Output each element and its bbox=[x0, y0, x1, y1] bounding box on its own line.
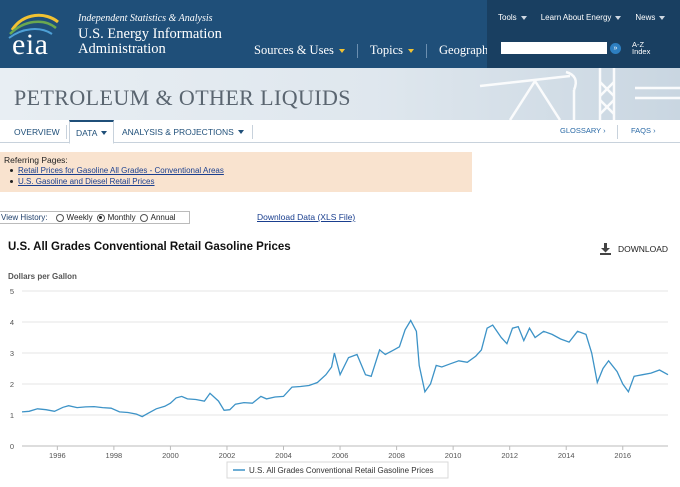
list-item: Retail Prices for Gasoline All Grades - … bbox=[10, 165, 468, 176]
x-tick-label: 1998 bbox=[106, 451, 123, 460]
x-tick-label: 2010 bbox=[445, 451, 462, 460]
x-tick-label: 2008 bbox=[388, 451, 405, 460]
tagline: Independent Statistics & Analysis bbox=[78, 13, 213, 24]
view-history-label: View History: bbox=[1, 213, 48, 222]
util-learn-about-energy[interactable]: Learn About Energy bbox=[541, 13, 622, 22]
index-label: Index bbox=[632, 47, 651, 56]
x-tick-label: 2006 bbox=[332, 451, 349, 460]
a-z-index-link[interactable]: A-Z Index bbox=[632, 40, 651, 56]
y-tick-label: 0 bbox=[10, 442, 14, 451]
referring-link-conventional-areas[interactable]: Retail Prices for Gasoline All Grades - … bbox=[18, 166, 224, 175]
referring-pages-box: Referring Pages: Retail Prices for Gasol… bbox=[0, 152, 472, 192]
nav-topics-label: Topics bbox=[369, 43, 404, 57]
x-tick-label: 2000 bbox=[162, 451, 179, 460]
x-tick-label: 2014 bbox=[558, 451, 575, 460]
nav-divider bbox=[426, 43, 428, 58]
radio-monthly[interactable] bbox=[96, 213, 105, 222]
chevron-down-icon bbox=[520, 15, 527, 20]
download-icon bbox=[600, 243, 611, 255]
y-tick-label: 3 bbox=[10, 349, 14, 358]
x-tick-label: 2002 bbox=[219, 451, 236, 460]
referring-pages-heading: Referring Pages: bbox=[4, 155, 68, 165]
radio-weekly-label[interactable]: Weekly bbox=[66, 213, 93, 222]
x-tick-label: 2012 bbox=[501, 451, 518, 460]
page-title: PETROLEUM & OTHER LIQUIDS bbox=[14, 85, 351, 110]
x-axis-ticks: 1996 1998 2000 2002 2004 2006 2008 2010 2012 2014… bbox=[49, 446, 631, 460]
y-tick-label: 2 bbox=[10, 380, 14, 389]
faqs-link[interactable]: FAQS › bbox=[631, 126, 656, 135]
y-axis-ticks: 0 1 2 3 4 5 bbox=[10, 287, 14, 451]
tab-data[interactable]: DATA bbox=[69, 120, 115, 144]
referring-pages-list: Retail Prices for Gasoline All Grades - … bbox=[10, 165, 468, 187]
util-tools-label: Tools bbox=[498, 13, 517, 22]
list-item: U.S. Gasoline and Diesel Retail Prices bbox=[10, 176, 468, 187]
y-tick-label: 4 bbox=[10, 318, 14, 327]
radio-weekly[interactable] bbox=[55, 213, 64, 222]
view-history-selector: View History: Weekly Monthly Annual bbox=[0, 211, 190, 224]
bullet-icon bbox=[10, 180, 13, 184]
util-news-label: News bbox=[635, 13, 656, 22]
agency-name-line1: U.S. Energy Information bbox=[78, 26, 222, 42]
chevron-down-icon bbox=[101, 130, 108, 135]
radio-annual[interactable] bbox=[139, 213, 148, 222]
nav-sources-uses[interactable]: Sources & Uses bbox=[248, 43, 351, 58]
tab-divider bbox=[617, 125, 618, 139]
eia-logo-swoosh-icon bbox=[8, 13, 59, 39]
agency-name-line2: Administration bbox=[78, 41, 166, 57]
tab-analysis-projections[interactable]: ANALYSIS & PROJECTIONS bbox=[122, 120, 244, 143]
nav-divider bbox=[356, 43, 358, 58]
oil-pumpjack-illustration bbox=[479, 68, 680, 120]
download-data-xls-link[interactable]: Download Data (XLS File) bbox=[257, 212, 356, 222]
radio-monthly-label[interactable]: Monthly bbox=[107, 213, 136, 222]
bullet-icon bbox=[10, 169, 13, 173]
referring-link-gasoline-diesel[interactable]: U.S. Gasoline and Diesel Retail Prices bbox=[18, 177, 155, 186]
a-z-label: A-Z bbox=[632, 40, 645, 49]
tab-divider bbox=[252, 125, 253, 139]
utility-nav: Tools Learn About Energy News bbox=[498, 13, 679, 22]
chart-legend[interactable]: U.S. All Grades Conventional Retail Gaso… bbox=[226, 461, 449, 479]
chart-gridlines bbox=[22, 290, 668, 447]
x-tick-label: 2004 bbox=[275, 451, 292, 460]
y-axis-label: Dollars per Gallon bbox=[8, 272, 77, 281]
chevron-down-icon bbox=[338, 48, 345, 53]
chevron-down-icon bbox=[237, 129, 244, 134]
util-news[interactable]: News bbox=[635, 13, 666, 22]
eia-logo-text[interactable]: eia bbox=[12, 28, 49, 61]
tab-analysis-label: ANALYSIS & PROJECTIONS bbox=[122, 126, 234, 137]
tab-overview[interactable]: OVERVIEW bbox=[14, 126, 60, 137]
main-nav: Sources & Uses Topics Geography bbox=[248, 43, 512, 58]
utility-panel bbox=[487, 0, 680, 68]
section-tabs: OVERVIEW DATA ANALYSIS & PROJECTIONS GLO… bbox=[0, 120, 680, 144]
search-submit-button[interactable]: » bbox=[610, 43, 621, 54]
chevron-down-icon bbox=[615, 15, 622, 20]
chart-title: U.S. All Grades Conventional Retail Gaso… bbox=[8, 241, 291, 253]
search-input[interactable] bbox=[501, 42, 607, 54]
section-banner: PETROLEUM & OTHER LIQUIDS bbox=[0, 68, 680, 120]
x-tick-label: 2016 bbox=[614, 451, 631, 460]
legend-box bbox=[226, 461, 449, 479]
tab-data-label: DATA bbox=[76, 127, 98, 138]
download-button-label: DOWNLOAD bbox=[618, 244, 669, 254]
util-tools[interactable]: Tools bbox=[498, 13, 527, 22]
chevron-down-icon bbox=[408, 48, 415, 53]
nav-geography-label: Geography bbox=[439, 43, 495, 57]
y-tick-label: 1 bbox=[10, 411, 14, 420]
util-learn-label: Learn About Energy bbox=[540, 13, 612, 22]
site-header: eia Independent Statistics & Analysis U.… bbox=[0, 0, 680, 68]
nav-sources-uses-label: Sources & Uses bbox=[254, 43, 334, 57]
download-button[interactable]: DOWNLOAD bbox=[600, 243, 668, 255]
radio-annual-label[interactable]: Annual bbox=[150, 213, 176, 222]
series-line[interactable] bbox=[21, 319, 669, 418]
chevron-down-icon bbox=[659, 15, 666, 20]
agency-name[interactable]: U.S. Energy Information Administration bbox=[78, 27, 228, 57]
price-line-chart: Dollars per Gallon 0 1 2 3 4 5 1996 1998 2000 20… bbox=[8, 272, 669, 479]
y-tick-label: 5 bbox=[10, 287, 14, 296]
legend-label: U.S. All Grades Conventional Retail Gaso… bbox=[249, 466, 434, 475]
glossary-link[interactable]: GLOSSARY › bbox=[560, 126, 606, 135]
tab-divider bbox=[66, 125, 67, 139]
x-tick-label: 1996 bbox=[49, 451, 66, 460]
nav-topics[interactable]: Topics bbox=[364, 43, 420, 58]
